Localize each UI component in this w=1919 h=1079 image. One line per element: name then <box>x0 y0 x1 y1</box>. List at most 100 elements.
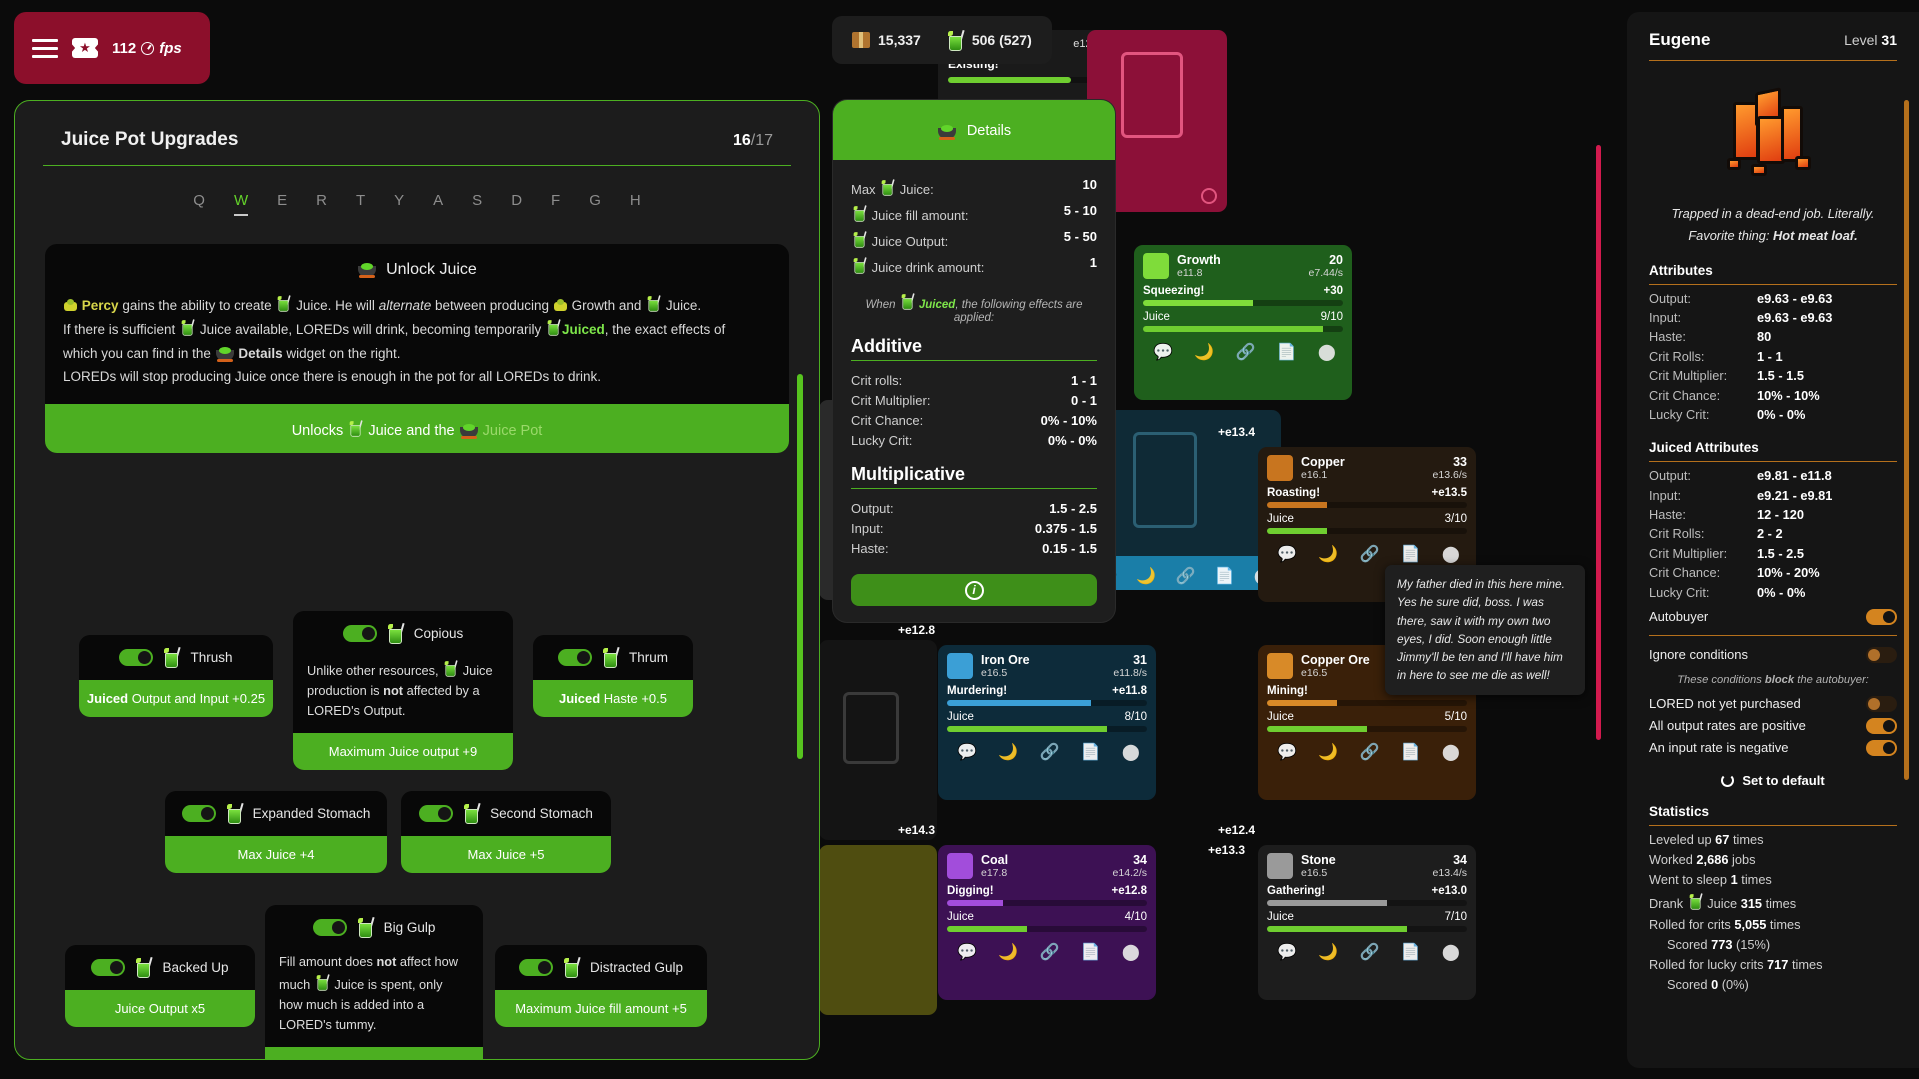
lored-tile-coal[interactable]: Coal 34 e17.8 e14.2/s Digging! +e12.8 Juice… <box>938 845 1156 1000</box>
upgrade-card-distracted-gulp[interactable]: Distracted Gulp Maximum Juice fill amoun… <box>495 945 707 1028</box>
circle-icon[interactable]: ⬤ <box>1121 744 1140 761</box>
share-icon[interactable]: 🔗 <box>1359 744 1380 761</box>
circle-icon[interactable]: ⬤ <box>1441 944 1460 961</box>
hamburger-icon[interactable] <box>32 38 58 58</box>
card-toggle[interactable] <box>312 919 347 937</box>
condition-toggle[interactable] <box>1866 739 1897 756</box>
set-to-default-button[interactable]: Set to default <box>1649 773 1897 788</box>
upgrade-card-backed-up[interactable]: Backed Up Juice Output x5 <box>65 945 255 1028</box>
tile-behind-olive[interactable] <box>819 845 937 1015</box>
set-to-default-label: Set to default <box>1742 772 1825 788</box>
key-tab-h[interactable]: H <box>629 192 641 209</box>
key-tab-a[interactable]: A <box>433 192 444 209</box>
juice-icon <box>547 319 561 337</box>
moon-icon[interactable]: 🌙 <box>1194 344 1215 361</box>
card-toggle[interactable] <box>119 649 154 667</box>
note-icon[interactable]: 📄 <box>1214 567 1235 585</box>
moon-icon[interactable]: 🌙 <box>1136 567 1157 585</box>
card-toggle[interactable] <box>557 649 592 667</box>
moon-icon[interactable]: 🌙 <box>1318 944 1339 961</box>
circle-icon[interactable]: ⬤ <box>1441 546 1460 563</box>
upgrade-card-copious[interactable]: Copious Unlike other resources, Juice pr… <box>293 611 513 770</box>
tile-level: 33 <box>1453 455 1467 469</box>
condition-toggle[interactable] <box>1866 717 1897 734</box>
card-toggle[interactable] <box>518 959 553 977</box>
scrollbar[interactable] <box>797 374 803 759</box>
moon-icon[interactable]: 🌙 <box>998 944 1019 961</box>
chat-icon[interactable]: 💬 <box>957 744 978 761</box>
upgrade-card-second-stomach[interactable]: Second Stomach Max Juice +5 <box>401 791 611 874</box>
tile-top: Stone 34 e16.5 e13.4/s <box>1258 845 1476 883</box>
condition-toggle[interactable] <box>1866 695 1897 712</box>
circle-icon[interactable]: ⬤ <box>1121 944 1140 961</box>
key-tab-g[interactable]: G <box>589 192 601 209</box>
share-icon[interactable]: 🔗 <box>1039 744 1060 761</box>
tile-rate-b: e13.4/s <box>1432 867 1467 879</box>
ignore-conditions-toggle[interactable] <box>1866 646 1897 663</box>
upgrade-card-expanded-stomach[interactable]: Expanded Stomach Max Juice +4 <box>165 791 387 874</box>
card-toggle[interactable] <box>91 959 126 977</box>
circle-icon[interactable]: ⬤ <box>1317 344 1336 361</box>
circle-icon[interactable]: ⬤ <box>1441 744 1460 761</box>
key-tab-r[interactable]: R <box>316 192 327 209</box>
tile-behind-teal[interactable]: 💬 🌙 🔗 📄 ⬤ <box>1085 410 1281 590</box>
key-tab-d[interactable]: D <box>511 192 523 209</box>
condition-row[interactable]: An input rate is negative <box>1649 737 1897 759</box>
card-toggle[interactable] <box>181 805 216 823</box>
moon-icon[interactable]: 🌙 <box>1318 546 1339 563</box>
autobuyer-toggle[interactable] <box>1866 608 1897 625</box>
note-icon[interactable]: 📄 <box>1400 944 1421 961</box>
note-icon[interactable]: 📄 <box>1400 744 1421 761</box>
card-name: Expanded Stomach <box>252 806 371 822</box>
lored-tile-iron-ore[interactable]: Iron Ore 31 e16.5 e11.8/s Murdering! +e11.8… <box>938 645 1156 800</box>
share-icon[interactable]: 🔗 <box>1359 546 1380 563</box>
chat-icon[interactable]: 💬 <box>1277 944 1298 961</box>
chat-icon[interactable]: 💬 <box>957 944 978 961</box>
tile-behind-dark[interactable] <box>819 640 937 840</box>
autobuyer-row[interactable]: Autobuyer <box>1649 602 1897 632</box>
upgrade-card-big-gulp[interactable]: Big Gulp Fill amount does not affect how… <box>265 905 483 1059</box>
key-tab-t[interactable]: T <box>355 192 366 209</box>
tile-progress <box>1267 700 1467 706</box>
card-toggle[interactable] <box>342 625 377 643</box>
ignore-conditions-row[interactable]: Ignore conditions <box>1649 640 1897 670</box>
note-icon[interactable]: 📄 <box>1080 744 1101 761</box>
key-tab-e[interactable]: E <box>277 192 288 209</box>
share-icon[interactable]: 🔗 <box>1359 944 1380 961</box>
condition-row[interactable]: All output rates are positive <box>1649 715 1897 737</box>
share-icon[interactable]: 🔗 <box>1235 344 1256 361</box>
chat-icon[interactable]: 💬 <box>1153 344 1174 361</box>
moon-icon[interactable]: 🌙 <box>1318 744 1339 761</box>
row-value: 0 - 1 <box>1070 392 1097 408</box>
lored-tile-stone[interactable]: Stone 34 e16.5 e13.4/s Gathering! +e13.0 Ju… <box>1258 845 1476 1000</box>
note-icon[interactable]: 📄 <box>1400 546 1421 563</box>
attr-key: Crit Multiplier: <box>1649 545 1728 561</box>
details-multiplicative-row: Input: 0.375 - 1.5 <box>851 518 1097 538</box>
attr-value: 10% - 20% <box>1757 565 1820 581</box>
note-icon[interactable]: 📄 <box>1276 344 1297 361</box>
ticket-icon[interactable]: ★ <box>72 38 98 58</box>
upgrade-card-thrush[interactable]: Thrush Juiced Output and Input +0.25 <box>79 635 273 718</box>
condition-row[interactable]: LORED not yet purchased <box>1649 693 1897 715</box>
tile-juice-label: Juice <box>947 911 974 923</box>
card-toggle[interactable] <box>419 805 454 823</box>
key-tab-s[interactable]: S <box>472 192 483 209</box>
share-icon[interactable]: 🔗 <box>1175 567 1196 585</box>
share-icon[interactable]: 🔗 <box>1039 944 1060 961</box>
note-icon[interactable]: 📄 <box>1080 944 1101 961</box>
upgrade-card-thrum[interactable]: Thrum Juiced Haste +0.5 <box>533 635 693 718</box>
key-tab-y[interactable]: Y <box>394 192 405 209</box>
chat-icon[interactable]: 💬 <box>1277 546 1298 563</box>
sidebar-scrollbar[interactable] <box>1904 100 1909 780</box>
details-info-button[interactable]: i <box>851 574 1097 606</box>
key-tab-f[interactable]: F <box>551 192 561 209</box>
lored-tile-growth[interactable]: Growth 20 e11.8 e7.44/s Squeezing! +30 Juic… <box>1134 245 1352 400</box>
menu-bar[interactable]: ★ 112 fps <box>14 12 210 84</box>
attr-key: Input: <box>1649 310 1682 326</box>
key-tab-q[interactable]: Q <box>193 192 205 209</box>
key-tab-w[interactable]: W <box>233 192 249 216</box>
moon-icon[interactable]: 🌙 <box>998 744 1019 761</box>
chat-icon[interactable]: 💬 <box>1277 744 1298 761</box>
